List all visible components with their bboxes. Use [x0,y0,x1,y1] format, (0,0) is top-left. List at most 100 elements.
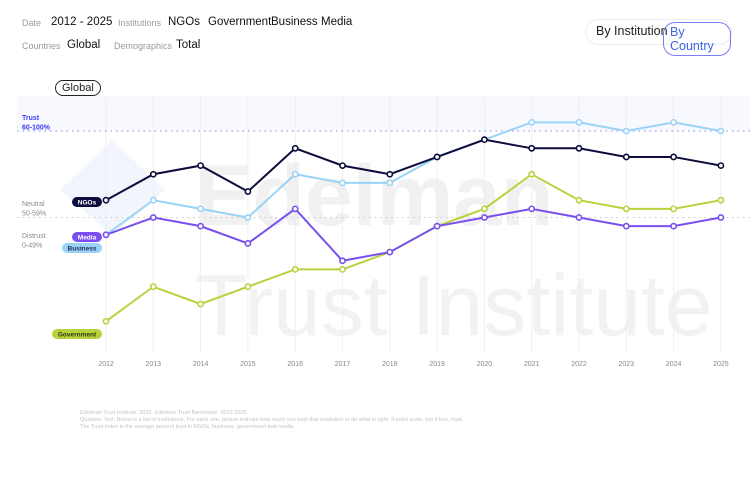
series-line-business [105,121,722,236]
x-tick-2022: 2022 [571,361,587,368]
x-tick-2024: 2024 [666,361,682,368]
point-media-2018 [386,248,394,256]
footnote-source: Edelman Trust Institute. 2025. Edelman T… [80,410,249,416]
point-media-2016 [291,205,299,213]
series-label-ngos: NGOs [78,199,97,206]
point-government-2024 [670,205,677,213]
series-label-pill-business [62,243,102,253]
institution-media[interactable]: Media [321,16,353,28]
x-tick-2017: 2017 [335,361,351,368]
demographics-filter-value[interactable]: Total [176,39,201,51]
point-government-2023 [622,205,630,213]
point-business-2015 [244,214,252,221]
watermark-edelman: Edelman [195,148,553,244]
point-business-2022 [575,118,583,126]
x-tick-2016: 2016 [287,361,303,368]
point-media-2014 [197,222,204,230]
x-tick-2019: 2019 [429,361,445,368]
point-business-2021 [528,118,536,126]
countries-filter-label: Countries [22,41,61,51]
zone-label-trust: Trust [22,115,40,122]
x-tick-2015: 2015 [240,361,256,368]
institution-government[interactable]: Government [208,16,272,28]
point-media-2013 [149,214,157,221]
series-label-pill-media [72,232,102,242]
by-institution-button[interactable]: By Institution [596,24,668,38]
x-tick-2013: 2013 [146,361,162,368]
trust-line-chart: Edelman Trust Institute 2012 2013 2014 2015 20… [17,96,750,368]
series-ngos [102,136,725,204]
point-government-2020 [480,205,488,213]
point-government-2017 [339,265,346,273]
x-tick-2018: 2018 [382,361,398,368]
by-country-button[interactable]: By Country [663,22,731,56]
series-label-government: Government [58,331,97,338]
footnote-question: Question Text: Below is a list of instit… [80,417,464,423]
point-business-2024 [670,118,677,126]
watermark-logo-shape [60,140,165,235]
point-ngos-2025 [717,162,725,169]
point-media-2017 [339,257,346,265]
point-media-2021 [528,205,536,213]
point-business-2025 [717,127,725,135]
point-business-2013 [149,196,157,204]
institution-ngos[interactable]: NGOs [168,16,200,28]
series-media [102,205,725,265]
country-pill-global[interactable]: Global [55,80,101,96]
zone-range-trust: 60-100% [22,125,51,132]
date-filter-label: Date [22,18,42,28]
institution-business[interactable]: Business [271,16,318,28]
x-tick-2025: 2025 [713,361,729,368]
zone-range-neutral: 50-59% [22,211,46,218]
point-ngos-2013 [149,170,157,178]
watermark-trust-institute: Trust Institute [195,258,713,354]
series-line-ngos [105,138,722,202]
zone-label-neutral: Neutral [22,201,45,208]
series-business [102,118,725,239]
x-tick-2012: 2012 [98,361,114,368]
date-filter-value[interactable]: 2012 - 2025 [51,16,113,28]
point-ngos-2014 [197,162,204,169]
x-tick-2014: 2014 [193,361,209,368]
point-ngos-2016 [291,144,299,152]
series-line-media [105,207,722,262]
countries-filter-value[interactable]: Global [67,39,101,51]
point-business-2018 [386,179,394,187]
point-media-2019 [433,222,441,230]
point-ngos-2024 [670,153,677,161]
point-media-2020 [480,214,488,221]
series-label-pill-government [52,329,102,339]
point-media-2015 [244,240,252,247]
point-government-2022 [575,196,583,204]
zone-range-distrust: 0-49% [22,243,42,250]
demographics-filter-label: Demographics [114,41,173,51]
point-government-2025 [717,196,725,204]
point-ngos-2015 [244,188,252,195]
series-label-media: Media [78,234,97,241]
point-ngos-2021 [528,144,536,152]
point-media-2025 [717,214,725,221]
point-business-2023 [622,127,630,135]
zone-label-distrust: Distrust [22,233,46,240]
view-toggle: By Institution By Country [585,19,732,56]
trust-zone-band [17,96,750,131]
point-media-2023 [622,222,630,230]
x-tick-2020: 2020 [477,361,493,368]
series-label-business: Business [68,245,97,252]
footnote-index: The Trust Index is the average percent t… [80,424,295,430]
point-government-2021 [528,170,536,178]
point-media-2024 [670,222,677,230]
point-business-2016 [291,170,299,178]
point-government-2015 [244,283,252,291]
point-business-2017 [339,179,346,187]
point-ngos-2012 [102,196,110,204]
series-label-pill-ngos [72,197,102,207]
point-business-2014 [197,205,204,213]
point-media-2022 [575,214,583,221]
point-government-2014 [197,300,204,308]
institutions-filter-label: Institutions [118,18,162,28]
point-government-2012 [102,317,110,325]
point-media-2012 [102,231,110,239]
point-government-2013 [149,283,157,291]
point-government-2016 [291,265,299,273]
